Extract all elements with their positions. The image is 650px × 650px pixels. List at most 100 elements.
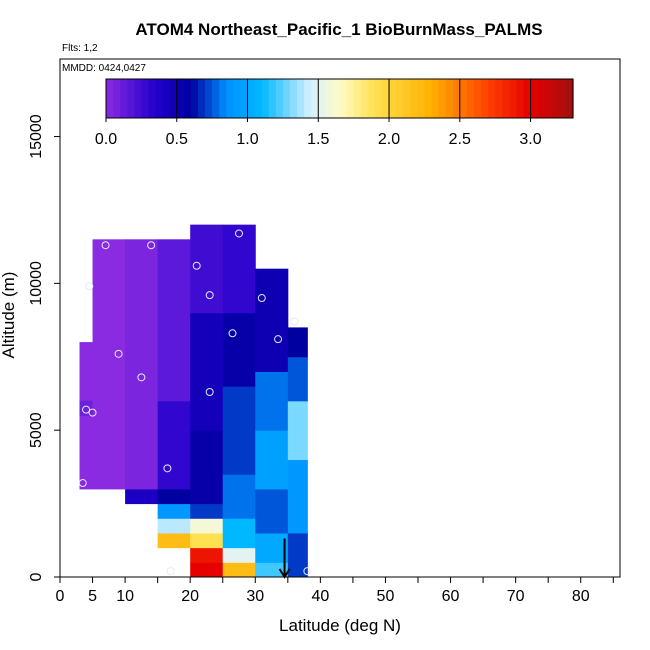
colorbar-tick-label: 0.5 bbox=[166, 131, 188, 148]
colorbar-band bbox=[318, 79, 326, 118]
x-axis-label: Latitude (deg N) bbox=[279, 616, 401, 635]
y-axis: 0 5000 10000 15000 bbox=[28, 114, 60, 581]
measurement-points bbox=[78, 229, 312, 576]
heatmap-cell bbox=[190, 532, 224, 549]
heatmap-cell bbox=[222, 547, 256, 563]
measurement-point bbox=[205, 388, 214, 397]
measurement-point bbox=[235, 229, 244, 238]
x-tick-label: 0 bbox=[56, 588, 65, 605]
colorbar-band bbox=[106, 79, 114, 118]
x-tick-label: 30 bbox=[246, 588, 264, 605]
colorbar-band bbox=[374, 79, 383, 118]
heatmap-cell bbox=[157, 518, 191, 534]
measurement-point bbox=[82, 405, 91, 414]
heatmap-cell bbox=[190, 562, 224, 578]
heatmap-cell bbox=[287, 327, 308, 358]
colorbar-band bbox=[339, 79, 348, 118]
heatmap-cell bbox=[190, 430, 224, 505]
flights-annotation: Flts: 1,2 bbox=[62, 43, 98, 54]
heatmap-cell bbox=[92, 239, 126, 461]
colorbar-band bbox=[509, 79, 517, 118]
colorbar-band bbox=[325, 79, 334, 118]
colorbar-band bbox=[205, 79, 213, 118]
heatmap-cell bbox=[92, 459, 126, 490]
measurement-point bbox=[85, 282, 94, 291]
colorbar-band bbox=[275, 79, 284, 118]
colorbar-band bbox=[304, 79, 312, 118]
colorbar-band bbox=[417, 79, 426, 118]
colorbar-tick-label: 1.0 bbox=[236, 131, 258, 148]
heatmap-cell bbox=[157, 503, 191, 519]
heatmap-cell bbox=[125, 488, 159, 505]
y-tick-label: 15000 bbox=[28, 114, 45, 159]
colorbar-band bbox=[219, 79, 227, 118]
heatmap-cell bbox=[190, 518, 224, 534]
colorbar-band bbox=[190, 79, 199, 118]
heatmap-cell bbox=[157, 400, 191, 490]
colorbar-band bbox=[466, 79, 475, 118]
measurement-point bbox=[147, 241, 156, 250]
colorbar-tick-label: 2.5 bbox=[449, 131, 471, 148]
colorbar: 0.0 0.5 1.0 1.5 2.0 2.5 3.0 bbox=[95, 78, 574, 148]
measurement-point bbox=[303, 567, 312, 576]
colorbar-band bbox=[127, 79, 135, 118]
colorbar-band bbox=[155, 79, 164, 118]
y-axis-label: Altitude (m) bbox=[0, 272, 18, 359]
colorbar-band bbox=[544, 79, 553, 118]
y-tick-label: 0 bbox=[28, 572, 45, 581]
colorbar-band bbox=[212, 79, 220, 118]
measurement-point bbox=[137, 373, 146, 382]
colorbar-band bbox=[502, 79, 510, 118]
colorbar-tick-label: 2.0 bbox=[378, 131, 400, 148]
colorbar-band bbox=[226, 79, 234, 118]
colorbar-band bbox=[240, 79, 249, 118]
colorbar-band bbox=[537, 79, 546, 118]
measurement-point bbox=[88, 408, 97, 417]
colorbar-band bbox=[565, 79, 574, 118]
heatmap-cell bbox=[255, 430, 289, 490]
measurement-point bbox=[205, 291, 214, 300]
colorbar-band bbox=[367, 79, 376, 118]
x-tick-label: 20 bbox=[181, 588, 199, 605]
colorbar-band bbox=[353, 79, 362, 118]
colorbar-band bbox=[346, 79, 355, 118]
date-annotation: MMDD: 0424,0427 bbox=[62, 63, 146, 74]
colorbar-band bbox=[558, 79, 567, 118]
colorbar-band bbox=[261, 79, 270, 118]
measurement-point bbox=[192, 261, 201, 270]
heatmap-cell bbox=[222, 562, 256, 578]
colorbar-band bbox=[381, 79, 390, 118]
heatmap-cell bbox=[255, 562, 289, 578]
heatmap-cell bbox=[190, 547, 224, 563]
colorbar-band bbox=[495, 79, 503, 118]
x-tick-label: 5 bbox=[88, 588, 97, 605]
measurement-point bbox=[257, 294, 266, 303]
x-tick-label: 70 bbox=[507, 588, 525, 605]
y-tick-label: 5000 bbox=[28, 412, 45, 448]
x-tick-label: 50 bbox=[377, 588, 395, 605]
heatmap-cell bbox=[190, 312, 224, 431]
colorbar-band bbox=[360, 79, 369, 118]
colorbar-band bbox=[233, 79, 242, 118]
heatmap-cell bbox=[222, 474, 256, 519]
heatmap-cell bbox=[157, 532, 191, 549]
colorbar-band bbox=[197, 79, 206, 118]
measurement-point bbox=[78, 479, 87, 488]
heatmap-cell bbox=[157, 488, 191, 505]
colorbar-band bbox=[473, 79, 482, 118]
chart-title: ATOM4 Northeast_Pacific_1 BioBurnMass_PA… bbox=[135, 20, 542, 39]
colorbar-band bbox=[162, 79, 171, 118]
colorbar-band bbox=[282, 79, 291, 118]
heatmap-cell bbox=[255, 532, 289, 563]
measurement-point bbox=[228, 329, 237, 338]
colorbar-tick-label: 1.5 bbox=[307, 131, 329, 148]
colorbar-band bbox=[254, 79, 263, 118]
heatmap-cell bbox=[255, 371, 289, 431]
heatmap-cell bbox=[190, 503, 224, 519]
heatmap-cell bbox=[287, 459, 308, 534]
colorbar-band bbox=[551, 79, 560, 118]
colorbar-band bbox=[389, 79, 397, 118]
heatmap-cell bbox=[222, 518, 256, 549]
colorbar-band bbox=[148, 79, 157, 118]
